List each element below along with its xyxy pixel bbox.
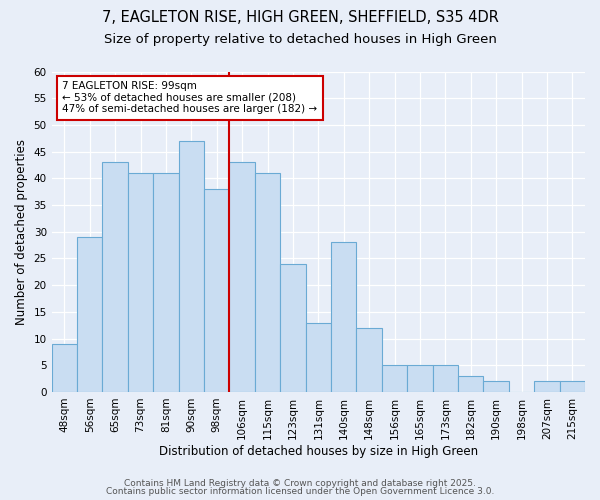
Bar bbox=[356, 328, 382, 392]
Bar bbox=[484, 382, 509, 392]
Bar bbox=[77, 237, 103, 392]
Bar bbox=[305, 322, 331, 392]
Bar bbox=[179, 141, 204, 392]
Bar bbox=[52, 344, 77, 392]
Bar bbox=[255, 173, 280, 392]
Text: 7 EAGLETON RISE: 99sqm
← 53% of detached houses are smaller (208)
47% of semi-de: 7 EAGLETON RISE: 99sqm ← 53% of detached… bbox=[62, 81, 317, 114]
Bar bbox=[560, 382, 585, 392]
Text: Size of property relative to detached houses in High Green: Size of property relative to detached ho… bbox=[104, 32, 496, 46]
Bar bbox=[280, 264, 305, 392]
Bar bbox=[534, 382, 560, 392]
Bar bbox=[382, 366, 407, 392]
Bar bbox=[458, 376, 484, 392]
Bar bbox=[128, 173, 153, 392]
Y-axis label: Number of detached properties: Number of detached properties bbox=[15, 138, 28, 324]
Text: Contains public sector information licensed under the Open Government Licence 3.: Contains public sector information licen… bbox=[106, 488, 494, 496]
Bar bbox=[204, 189, 229, 392]
Bar bbox=[331, 242, 356, 392]
Bar bbox=[229, 162, 255, 392]
Bar bbox=[153, 173, 179, 392]
Text: 7, EAGLETON RISE, HIGH GREEN, SHEFFIELD, S35 4DR: 7, EAGLETON RISE, HIGH GREEN, SHEFFIELD,… bbox=[101, 10, 499, 25]
Bar bbox=[433, 366, 458, 392]
Bar bbox=[103, 162, 128, 392]
Bar bbox=[407, 366, 433, 392]
Text: Contains HM Land Registry data © Crown copyright and database right 2025.: Contains HM Land Registry data © Crown c… bbox=[124, 478, 476, 488]
X-axis label: Distribution of detached houses by size in High Green: Distribution of detached houses by size … bbox=[159, 444, 478, 458]
